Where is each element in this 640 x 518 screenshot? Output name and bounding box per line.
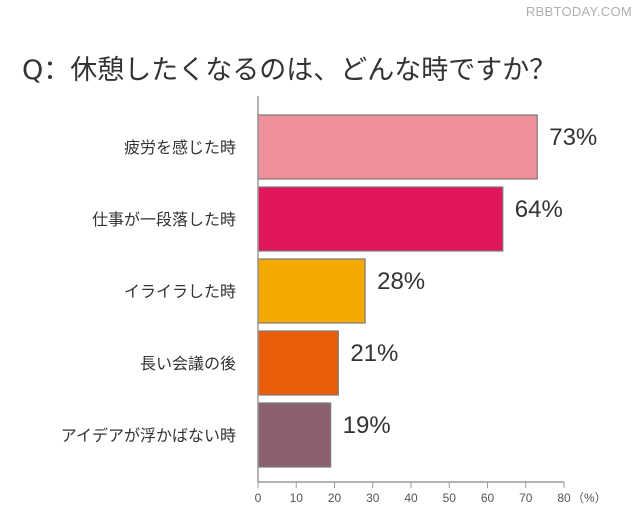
x-axis: 0 10 20 30 40 50 60 70 80 （%）: [255, 96, 607, 505]
x-tick-label: 40: [404, 491, 418, 505]
x-tick-label: 20: [328, 491, 342, 505]
value-label: 64%: [515, 196, 563, 223]
category-label: 疲労を感じた時: [124, 138, 236, 157]
bar: [257, 186, 504, 252]
x-tick-label: 60: [481, 491, 495, 505]
bar: [257, 330, 339, 396]
value-label: 19%: [343, 412, 391, 439]
bar: [257, 402, 332, 468]
category-label: イライラした時: [124, 282, 236, 301]
bar: [257, 258, 366, 324]
value-label: 21%: [350, 340, 398, 367]
bar: [257, 114, 538, 180]
x-tick-label: 70: [519, 491, 533, 505]
x-tick-label: 10: [290, 491, 304, 505]
category-label: 長い会議の後: [140, 354, 236, 373]
bars-group: 疲労を感じた時 73% 仕事が一段落した時 64% イライラした時 28% 長い会議の後 21…: [61, 114, 597, 468]
x-tick-label: 30: [366, 491, 380, 505]
value-label: 73%: [549, 124, 597, 151]
x-tick-label: 80: [557, 491, 571, 505]
watermark: RBBTODAY.COM: [525, 4, 632, 19]
x-unit-label: （%）: [572, 491, 607, 505]
chart-title: Q：休憩したくなるのは、どんな時ですか？: [22, 55, 557, 86]
x-tick-label: 0: [255, 491, 262, 505]
category-label: アイデアが浮かばない時: [61, 426, 236, 445]
category-label: 仕事が一段落した時: [92, 210, 236, 229]
x-tick-label: 50: [443, 491, 457, 505]
value-label: 28%: [377, 268, 425, 295]
